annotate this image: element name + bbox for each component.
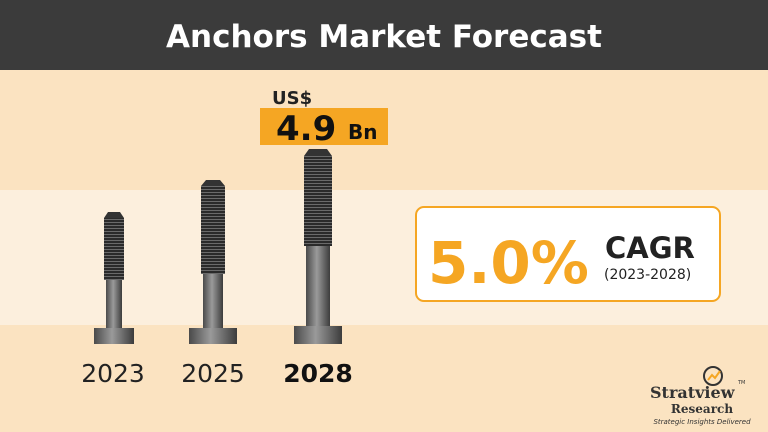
year-label: 2025 (181, 359, 245, 388)
cagr-box (415, 206, 721, 302)
logo-tagline: Strategic Insights Delivered (653, 418, 751, 426)
cagr-label: CAGR (605, 231, 695, 265)
title: Anchors Market Forecast (166, 19, 602, 55)
year-label: 2028 (283, 359, 353, 388)
logo: Stratview TM Research Strategic Insights… (650, 366, 751, 426)
currency: US$ (272, 88, 312, 109)
cagr-period: (2023-2028) (604, 267, 691, 283)
forecast-value: 4.9 (276, 109, 336, 149)
value-box (260, 108, 388, 145)
bolt (189, 180, 237, 344)
bolt (94, 212, 134, 344)
forecast-unit: Bn (348, 120, 377, 144)
bolt (294, 149, 342, 344)
logo-sub: Research (671, 402, 733, 416)
logo-name: Stratview (650, 383, 736, 402)
year-label: 2023 (81, 359, 145, 388)
logo-tm: TM (737, 380, 745, 386)
header (0, 0, 768, 70)
cagr-value: 5.0% (428, 229, 589, 297)
